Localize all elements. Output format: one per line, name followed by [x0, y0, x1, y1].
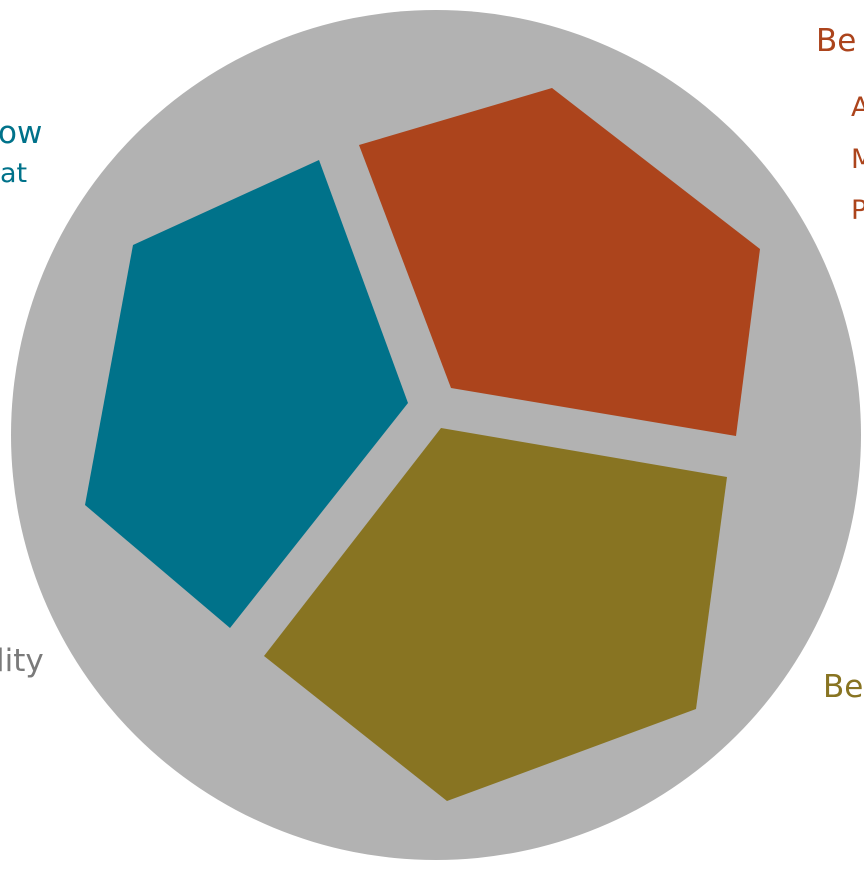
rust-label-item-1: A	[851, 92, 864, 123]
teal-label-line-1: ow	[0, 115, 43, 151]
olive-label-title: Be	[823, 669, 864, 705]
rust-pentagon	[359, 88, 760, 436]
rust-label-item-3: P	[851, 195, 864, 226]
grey-label-line-1: lity	[0, 643, 44, 679]
teal-label-line-2: at	[0, 158, 28, 189]
rust-label-item-2: M	[851, 144, 864, 175]
rust-label-title: Be	[816, 23, 857, 59]
olive-pentagon	[264, 428, 727, 801]
teal-pentagon	[85, 160, 408, 628]
